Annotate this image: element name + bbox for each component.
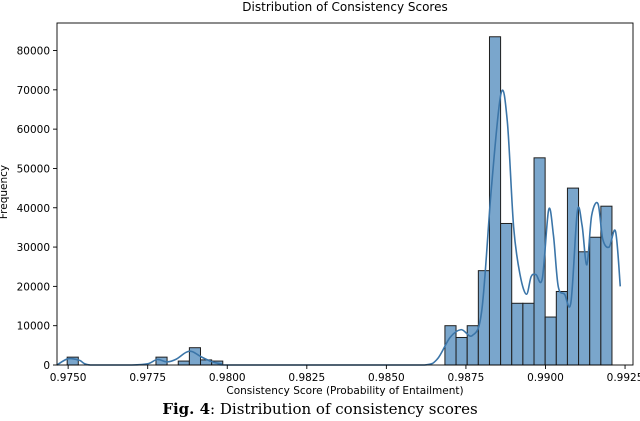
figure-caption: Fig. 4: Distribution of consistency scor… — [0, 400, 640, 418]
x-tick-label: 0.9750 — [50, 372, 87, 384]
histogram-bar — [589, 236, 602, 366]
plot-frame — [56, 22, 634, 366]
y-tick-label: 30000 — [17, 242, 50, 254]
plot-axes — [56, 22, 634, 366]
x-axis-ticks: 0.9750 0.9775 0.9800 0.9825 0.9850 0.9875 0.99… — [50, 365, 640, 384]
figure-caption-label: Fig. 4 — [162, 400, 211, 418]
y-tick-label: 0 — [43, 360, 50, 372]
histogram-bar — [600, 205, 613, 366]
x-tick-label: 0.9925 — [607, 372, 640, 384]
histogram-bar — [177, 360, 190, 366]
kde-curve — [56, 89, 622, 366]
x-tick-label: 0.9775 — [129, 372, 166, 384]
x-tick-label: 0.9875 — [448, 372, 485, 384]
histogram-bar — [188, 347, 201, 366]
y-tick-label: 40000 — [17, 203, 50, 215]
y-axis-ticks: 0 10000 20000 30000 40000 50000 60000 70000 8000… — [17, 46, 57, 372]
x-tick-label: 0.9825 — [288, 372, 325, 384]
y-axis-label: Frequency — [0, 165, 10, 219]
histogram-bar — [544, 316, 557, 366]
histogram-bar — [455, 336, 468, 366]
chart-title: Distribution of Consistency Scores — [242, 0, 447, 14]
histogram-bar — [578, 251, 591, 366]
x-tick-label: 0.9900 — [527, 372, 564, 384]
histogram-bars — [66, 36, 613, 366]
y-tick-label: 50000 — [17, 163, 50, 175]
histogram-bar — [500, 222, 513, 366]
x-tick-label: 0.9850 — [368, 372, 405, 384]
x-tick-label: 0.9800 — [209, 372, 246, 384]
y-tick-label: 20000 — [17, 281, 50, 293]
histogram-bar — [522, 302, 535, 366]
histogram-bar — [444, 325, 457, 366]
y-tick-label: 60000 — [17, 124, 50, 136]
histogram-bar — [555, 290, 568, 366]
x-axis-label: Consistency Score (Probability of Entail… — [226, 385, 463, 397]
y-tick-label: 10000 — [17, 321, 50, 333]
y-tick-label: 80000 — [17, 46, 50, 58]
histogram-bar — [511, 302, 524, 366]
y-tick-label: 70000 — [17, 85, 50, 97]
figure-caption-text: : Distribution of consistency scores — [210, 400, 478, 418]
